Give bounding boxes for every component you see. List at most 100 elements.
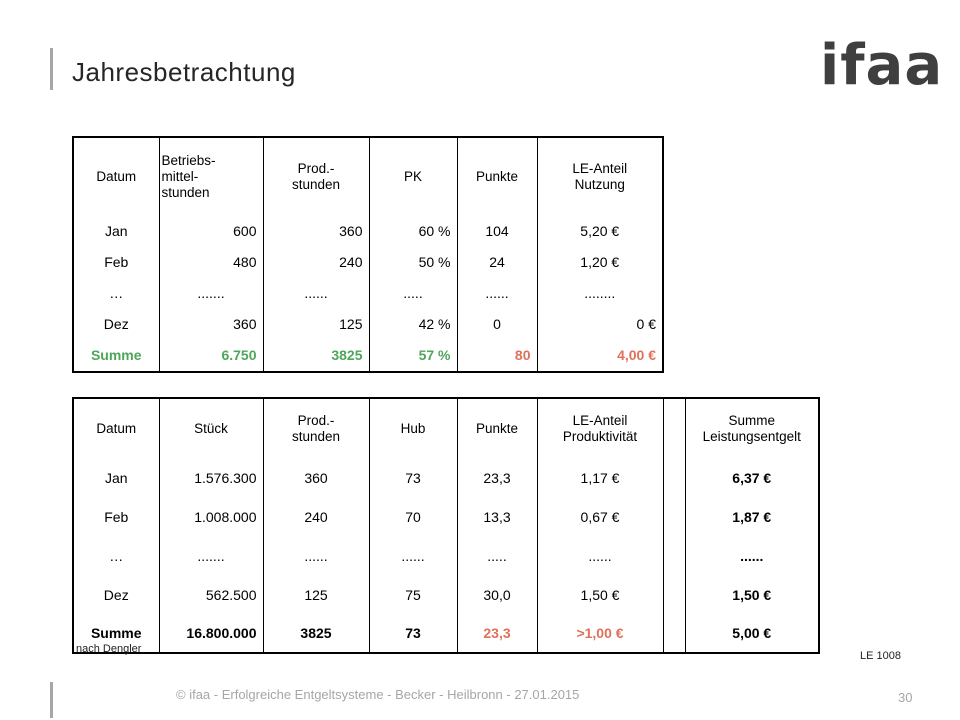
col-header: LE-Anteil Nutzung (536, 137, 664, 215)
cell: ...... (262, 536, 370, 575)
cell: 360 (262, 458, 370, 497)
cell: 480 (158, 246, 264, 277)
table-row: Dez 562.500 125 75 30,0 1,50 € 1,50 € (72, 575, 820, 614)
col-header: Prod.- stunden (262, 137, 370, 215)
cell: 75 (368, 575, 458, 614)
cell: ...... (456, 277, 538, 308)
cell: ...... (536, 536, 664, 575)
cell: 562.500 (158, 575, 264, 614)
spacer-cell (662, 575, 686, 614)
spacer-cell (662, 614, 686, 653)
source-note: nach Dengler (76, 643, 142, 655)
cell: … (72, 277, 160, 308)
cell: 0 (456, 308, 538, 339)
cell: 0 € (536, 308, 664, 339)
cell: ...... (368, 536, 458, 575)
page-title: Jahresbetrachtung (72, 57, 296, 87)
cell: 240 (262, 497, 370, 536)
sum-cell: 5,00 € (684, 614, 820, 653)
sum-cell: 16.800.000 (158, 614, 264, 653)
col-header: Datum (72, 398, 160, 458)
sum-cell: 57 % (368, 339, 458, 372)
cell: 60 % (368, 215, 458, 246)
sum-row: Summe 6.750 3825 57 % 80 4,00 € (72, 339, 664, 372)
table-row: Feb 1.008.000 240 70 13,3 0,67 € 1,87 € (72, 497, 820, 536)
cell: 30,0 (456, 575, 538, 614)
cell: 1,17 € (536, 458, 664, 497)
cell: 1.008.000 (158, 497, 264, 536)
col-header: Prod.- stunden (262, 398, 370, 458)
page-number: 30 (898, 690, 913, 705)
spacer-cell (662, 458, 686, 497)
cell: Feb (72, 246, 160, 277)
table-row: Feb 480 240 50 % 24 1,20 € (72, 246, 664, 277)
col-header: Punkte (456, 137, 538, 215)
cell: ........ (536, 277, 664, 308)
productivity-table: Datum Stück Prod.- stunden Hub Punkte LE… (72, 397, 820, 654)
cell: 1,50 € (684, 575, 820, 614)
sum-label: Summe (72, 614, 160, 653)
table-row: Jan 1.576.300 360 73 23,3 1,17 € 6,37 € (72, 458, 820, 497)
cell: ..... (368, 277, 458, 308)
cell: 13,3 (456, 497, 538, 536)
cell: 23,3 (456, 458, 538, 497)
col-header: Datum (72, 137, 160, 215)
cell: 1,50 € (536, 575, 664, 614)
col-header: PK (368, 137, 458, 215)
table-row: Dez 360 125 42 % 0 0 € (72, 308, 664, 339)
cell: ....... (158, 277, 264, 308)
cell: ...... (684, 536, 820, 575)
sum-cell: 4,00 € (536, 339, 664, 372)
ifaa-logo: ifaa (820, 33, 944, 98)
cell: 5,20 € (536, 215, 664, 246)
cell: 360 (262, 215, 370, 246)
col-header: Summe Leistungsentgelt (684, 398, 820, 458)
cell: 125 (262, 308, 370, 339)
col-header: Betriebs- mittel- stunden (158, 137, 264, 215)
col-header: Hub (368, 398, 458, 458)
cell: Dez (72, 575, 160, 614)
sum-cell: >1,00 € (536, 614, 664, 653)
spacer-cell (662, 497, 686, 536)
cell: Jan (72, 458, 160, 497)
reference-code: LE 1008 (860, 650, 901, 662)
sum-cell: 80 (456, 339, 538, 372)
cell: 73 (368, 458, 458, 497)
cell: 24 (456, 246, 538, 277)
col-header: Stück (158, 398, 264, 458)
footer-text: © ifaa - Erfolgreiche Entgeltsysteme - B… (176, 687, 580, 702)
cell: Dez (72, 308, 160, 339)
cell: Jan (72, 215, 160, 246)
cell: 1,20 € (536, 246, 664, 277)
cell: 50 % (368, 246, 458, 277)
spacer-column (662, 398, 686, 458)
usage-table: Datum Betriebs- mittel- stunden Prod.- s… (72, 136, 664, 373)
sum-cell: 6.750 (158, 339, 264, 372)
sum-row: Summe 16.800.000 3825 73 23,3 >1,00 € 5,… (72, 614, 820, 653)
cell: 6,37 € (684, 458, 820, 497)
table-header-row: Datum Betriebs- mittel- stunden Prod.- s… (72, 137, 664, 215)
col-header: LE-Anteil Produktivität (536, 398, 664, 458)
cell: Feb (72, 497, 160, 536)
title-accent-bar (50, 48, 53, 90)
table-row: … ....... ...... ...... ..... ...... ...… (72, 536, 820, 575)
cell: 1,87 € (684, 497, 820, 536)
cell: 125 (262, 575, 370, 614)
cell: 1.576.300 (158, 458, 264, 497)
sum-cell: 3825 (262, 614, 370, 653)
footer-accent-bar (50, 682, 53, 718)
cell: 0,67 € (536, 497, 664, 536)
spacer-cell (662, 536, 686, 575)
table-row: Jan 600 360 60 % 104 5,20 € (72, 215, 664, 246)
cell: 70 (368, 497, 458, 536)
cell: 240 (262, 246, 370, 277)
table-row: … ....... ...... ..... ...... ........ (72, 277, 664, 308)
sum-label: Summe (72, 339, 160, 372)
cell: 600 (158, 215, 264, 246)
sum-cell: 23,3 (456, 614, 538, 653)
cell: … (72, 536, 160, 575)
table-header-row: Datum Stück Prod.- stunden Hub Punkte LE… (72, 398, 820, 458)
cell: ....... (158, 536, 264, 575)
cell: ..... (456, 536, 538, 575)
cell: 42 % (368, 308, 458, 339)
